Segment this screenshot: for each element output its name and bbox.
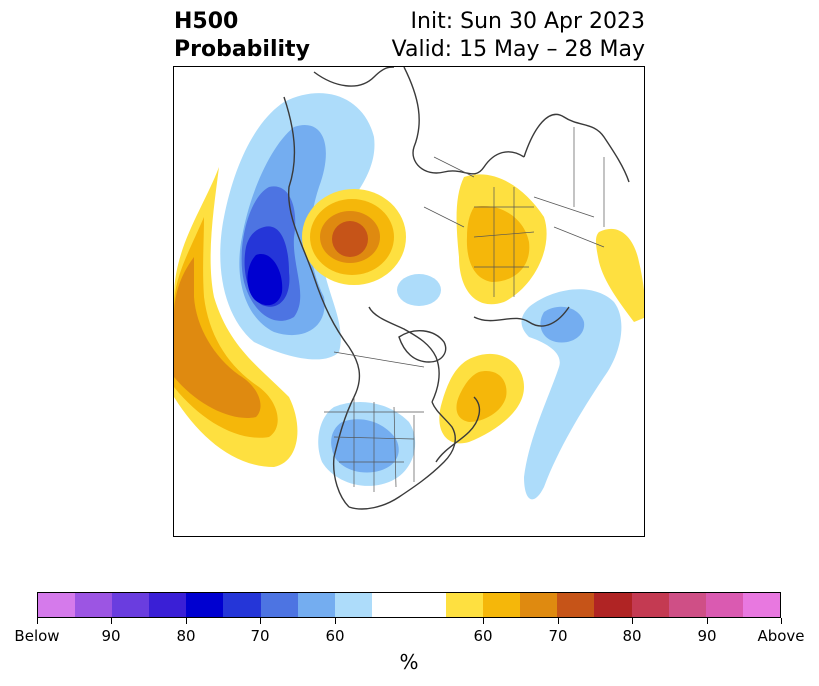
colorbar-tick	[37, 618, 38, 624]
colorbar-segment	[223, 593, 261, 617]
colorbar-tick-label: 60	[325, 627, 345, 645]
contour-gold-65	[456, 371, 507, 422]
contour-blue-60	[521, 289, 622, 500]
map-panel	[173, 66, 645, 537]
title-left: H500 Probability	[174, 8, 310, 64]
colorbar-tick-label: 80	[622, 627, 642, 645]
title-right: Init: Sun 30 Apr 2023 Valid: 15 May – 28…	[392, 8, 645, 64]
colorbar-tick	[186, 618, 187, 624]
colorbar-segment	[742, 593, 780, 617]
gold-anomaly-alaska	[302, 189, 406, 285]
colorbar-segment	[149, 593, 187, 617]
colorbar-tick	[632, 618, 633, 624]
colorbar-tick	[781, 618, 782, 624]
colorbar-unit-label: %	[399, 650, 419, 674]
colorbar-tick-label: Above	[757, 627, 805, 645]
colorbar-segment	[38, 593, 76, 617]
colorbar-segment	[260, 593, 298, 617]
colorbar-segment	[483, 593, 521, 617]
colorbar	[37, 592, 781, 618]
colorbar-segment	[297, 593, 335, 617]
colorbar-tick	[111, 618, 112, 624]
colorbar-segment	[520, 593, 558, 617]
colorbar-tick	[335, 618, 336, 624]
contour-gold-75	[332, 221, 368, 257]
colorbar-tick	[707, 618, 708, 624]
init-date: Init: Sun 30 Apr 2023	[410, 9, 645, 34]
contour-blue-65	[540, 306, 585, 343]
colorbar-tick-label: 70	[250, 627, 270, 645]
colorbar-tick-label: 80	[176, 627, 196, 645]
blue-anomaly-east	[397, 274, 622, 500]
colorbar-tick	[558, 618, 559, 624]
colorbar-tick-label: 90	[101, 627, 121, 645]
contour-blue-60	[397, 274, 441, 306]
colorbar-tick	[260, 618, 261, 624]
colorbar-segment	[334, 593, 372, 617]
colorbar-segment	[446, 593, 484, 617]
colorbar-segment	[408, 593, 447, 617]
contour-gold-70	[174, 257, 261, 418]
contour-blue-65	[331, 419, 399, 473]
colorbar-segment	[75, 593, 113, 617]
coastlines	[283, 67, 630, 510]
colorbar-tick-label: Below	[14, 627, 60, 645]
colorbar-tick	[483, 618, 484, 624]
valid-range: Valid: 15 May – 28 May	[391, 37, 645, 62]
contour-gold-60	[596, 228, 644, 322]
blue-anomaly-conus	[318, 402, 416, 486]
political-boundaries	[324, 127, 605, 492]
contour-blue-80	[247, 254, 283, 306]
colorbar-segment	[112, 593, 150, 617]
title-subtitle: Probability	[174, 37, 310, 62]
probability-map	[174, 67, 644, 510]
colorbar-segment	[557, 593, 595, 617]
colorbar-tick-label: 60	[473, 627, 493, 645]
title-variable: H500	[174, 9, 239, 34]
colorbar-segment	[705, 593, 743, 617]
blue-anomaly-pacific	[220, 93, 375, 360]
colorbar-tick-label: 90	[697, 627, 717, 645]
gold-anomaly-pacific	[174, 167, 298, 467]
colorbar-segment	[668, 593, 706, 617]
colorbar-segment	[186, 593, 224, 617]
colorbar-segment	[631, 593, 669, 617]
gold-anomaly-atlantic	[439, 353, 524, 444]
colorbar-tick-label: 70	[548, 627, 568, 645]
colorbar-segment	[371, 593, 409, 617]
colorbar-segment	[594, 593, 632, 617]
